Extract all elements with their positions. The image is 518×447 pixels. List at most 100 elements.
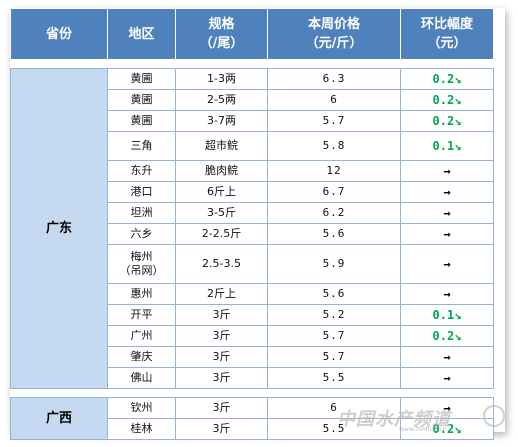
change-cell: → [400, 283, 494, 305]
change-cell: 0.2↘ [400, 110, 494, 132]
change-cell: 0.1↘ [400, 304, 494, 326]
change-cell: → [400, 202, 494, 224]
spec-cell: 3-7两 [175, 110, 268, 132]
price-cell: 6 [267, 397, 401, 419]
price-table-frame: 省份 地区 规格 （/尾） 本周价格 （元/斤） 环比幅度 （元） 广东 黄圃 1-3… [10, 8, 505, 440]
spacer-cell [175, 59, 268, 69]
region-cell: 开平 [107, 304, 176, 326]
spec-cell: 3斤 [175, 304, 268, 326]
table-row: 桂林 3斤 5.5 0.2↘ [11, 418, 494, 440]
header-price-line2: （元/斤） [305, 36, 363, 51]
table-row: 广东 黄圃 1-3两 6.3 0.2↘ [10, 68, 494, 389]
change-cell: 0.2↘ [400, 68, 494, 90]
spec-cell: 3斤 [175, 367, 268, 389]
price-cell: 5.7 [267, 346, 401, 368]
region-cell: 肇庆 [107, 346, 176, 368]
price-cell: 12 [267, 160, 401, 182]
header-change-line1: 环比幅度 [420, 17, 473, 32]
table-row: 港口 6斤上 6.7 → [11, 181, 494, 203]
spec-cell: 3斤 [175, 346, 268, 368]
header-change-line2: （元） [427, 36, 467, 51]
change-cell: → [400, 181, 494, 203]
region-cell: 广州 [107, 325, 176, 347]
spacer-cell [400, 388, 494, 398]
region-cell: 黄圃 [107, 89, 176, 111]
header-spec: 规格 （/尾） [175, 8, 268, 60]
province-cell-guangdong: 广东 [10, 68, 108, 389]
province-cell-guangxi: 广西 [10, 397, 108, 440]
spacer-row [10, 388, 494, 398]
region-cell: 三角 [107, 131, 176, 161]
region-cell: 惠州 [107, 283, 176, 305]
spacer-cell [400, 59, 494, 69]
header-change: 环比幅度 （元） [400, 8, 494, 60]
header-province: 省份 [10, 8, 108, 60]
price-cell: 6.7 [267, 181, 401, 203]
price-cell: 6 [267, 89, 401, 111]
change-cell: → [400, 346, 494, 368]
spec-cell: 2.5-3.5 [175, 244, 268, 284]
price-cell: 5.8 [267, 131, 401, 161]
price-cell: 5.5 [267, 418, 401, 440]
table-row: 六乡 2-2.5斤 5.6 → [11, 223, 494, 245]
spec-cell: 3-5斤 [175, 202, 268, 224]
region-cell: 黄圃 [107, 110, 176, 132]
table-row: 东升 脆肉鲩 12 → [11, 160, 494, 182]
region-line2: （吊网） [119, 264, 164, 277]
spec-cell: 超市鲩 [175, 131, 268, 161]
spacer-cell [10, 388, 108, 398]
table-row: 广西 钦州 3斤 6 → [10, 397, 494, 440]
spec-cell: 2-2.5斤 [175, 223, 268, 245]
spec-cell: 3斤 [175, 397, 268, 419]
region-cell: 港口 [107, 181, 176, 203]
table-row: 惠州 2斤上 5.6 → [11, 283, 494, 305]
spacer-cell [267, 59, 401, 69]
spacer-cell [107, 59, 176, 69]
price-cell: 5.7 [267, 325, 401, 347]
price-cell: 5.6 [267, 283, 401, 305]
price-cell: 6.2 [267, 202, 401, 224]
change-cell: → [400, 367, 494, 389]
region-cell: 黄圃 [107, 68, 176, 90]
region-cell: 钦州 [107, 397, 176, 419]
header-row: 省份 地区 规格 （/尾） 本周价格 （元/斤） 环比幅度 （元） [10, 8, 494, 60]
change-cell: 0.2↘ [400, 418, 494, 440]
price-cell: 5.2 [267, 304, 401, 326]
spec-cell: 2-5两 [175, 89, 268, 111]
spec-cell: 2斤上 [175, 283, 268, 305]
region-cell: 东升 [107, 160, 176, 182]
region-cell: 坦洲 [107, 202, 176, 224]
header-price-line1: 本周价格 [307, 17, 360, 32]
spacer-cell [175, 388, 268, 398]
region-line1: 梅州 [130, 250, 153, 263]
change-cell: 0.2↘ [400, 89, 494, 111]
table-row: 黄圃 2-5两 6 0.2↘ [11, 89, 494, 111]
table-row: 三角 超市鲩 5.8 0.1↘ [11, 131, 494, 161]
price-cell: 5.5 [267, 367, 401, 389]
change-cell: 0.1↘ [400, 131, 494, 161]
table-row: 开平 3斤 5.2 0.1↘ [11, 304, 494, 326]
region-cell: 佛山 [107, 367, 176, 389]
region-cell: 六乡 [107, 223, 176, 245]
region-cell: 梅州 （吊网） [107, 244, 176, 284]
change-cell: → [400, 397, 494, 419]
spec-cell: 脆肉鲩 [175, 160, 268, 182]
spacer-cell [107, 388, 176, 398]
header-region: 地区 [107, 8, 176, 60]
spacer-cell [10, 59, 108, 69]
table-row: 肇庆 3斤 5.7 → [11, 346, 494, 368]
header-spec-line1: 规格 [208, 17, 235, 32]
spacer-cell [267, 388, 401, 398]
price-cell: 6.3 [267, 68, 401, 90]
spec-cell: 6斤上 [175, 181, 268, 203]
change-cell: → [400, 244, 494, 284]
price-cell: 5.6 [267, 223, 401, 245]
price-cell: 5.9 [267, 244, 401, 284]
change-cell: → [400, 223, 494, 245]
price-table: 省份 地区 规格 （/尾） 本周价格 （元/斤） 环比幅度 （元） 广东 黄圃 1-3… [10, 8, 494, 440]
table-row: 广州 3斤 5.7 0.2↘ [11, 325, 494, 347]
spacer-row [10, 59, 494, 69]
price-cell: 5.7 [267, 110, 401, 132]
change-cell: 0.2↘ [400, 325, 494, 347]
header-price: 本周价格 （元/斤） [267, 8, 401, 60]
